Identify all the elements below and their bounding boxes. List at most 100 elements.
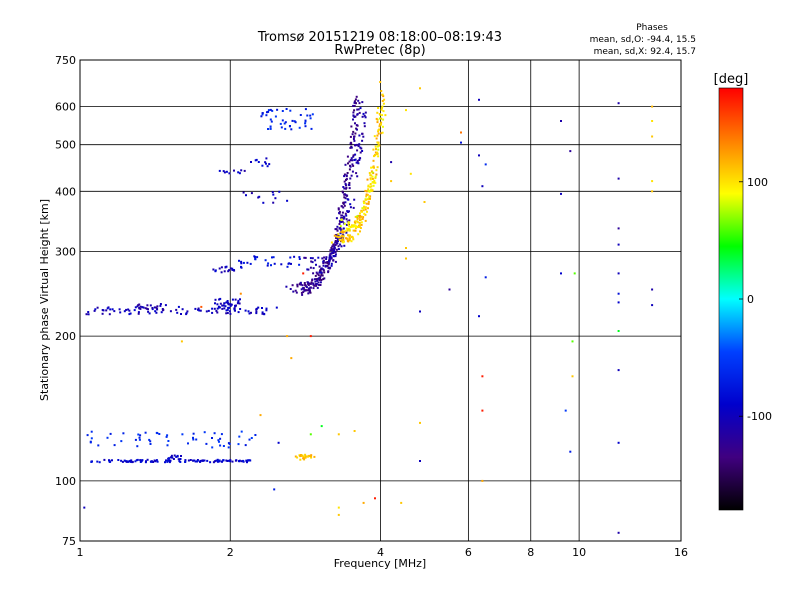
data-point <box>222 170 225 173</box>
data-point <box>312 287 315 290</box>
data-point <box>217 305 220 308</box>
data-point <box>317 281 320 284</box>
data-point <box>120 440 123 443</box>
data-point <box>120 459 123 462</box>
data-point <box>155 431 158 434</box>
data-point <box>231 268 234 271</box>
data-point <box>343 173 346 176</box>
data-point <box>352 229 355 232</box>
data-point <box>373 179 376 182</box>
y-tick-label: 600 <box>55 101 76 114</box>
data-point <box>242 261 245 264</box>
data-point <box>306 281 309 284</box>
data-point <box>651 190 654 193</box>
data-point <box>103 458 106 461</box>
data-point <box>343 193 346 196</box>
data-point <box>374 176 377 179</box>
data-point <box>292 290 295 293</box>
data-point <box>347 228 349 231</box>
data-point <box>345 223 348 226</box>
data-point <box>380 108 383 111</box>
data-point <box>195 438 198 441</box>
data-point <box>189 459 192 461</box>
data-point <box>168 461 171 464</box>
data-point <box>303 458 306 461</box>
data-point <box>272 193 275 196</box>
data-point <box>350 146 353 149</box>
data-point <box>360 147 363 150</box>
x-axis-label: Frequency [MHz] <box>334 557 426 570</box>
data-point <box>617 441 620 444</box>
data-point <box>341 241 344 244</box>
data-point <box>122 432 125 435</box>
data-point <box>323 271 326 274</box>
data-point <box>350 174 353 177</box>
data-point <box>353 139 356 142</box>
data-point <box>108 313 111 316</box>
data-point <box>85 313 88 316</box>
data-point <box>405 257 407 260</box>
data-point <box>310 127 313 130</box>
data-point <box>149 443 152 445</box>
data-point <box>341 237 344 240</box>
data-point <box>187 442 189 445</box>
data-point <box>164 461 166 464</box>
data-point <box>373 155 375 158</box>
data-point <box>304 122 307 125</box>
data-point <box>271 109 274 112</box>
data-point <box>352 104 355 107</box>
data-point <box>344 193 347 196</box>
data-point <box>381 125 384 128</box>
data-point <box>299 281 302 284</box>
data-point <box>353 101 356 104</box>
data-point <box>184 460 187 463</box>
data-point <box>223 302 226 305</box>
data-point <box>148 438 151 441</box>
data-point <box>141 306 144 309</box>
data-point <box>348 228 351 231</box>
y-tick-label: 300 <box>55 245 76 258</box>
data-point <box>349 146 352 149</box>
data-point <box>203 431 206 434</box>
data-point <box>345 214 348 217</box>
data-point <box>377 130 380 133</box>
data-point <box>139 459 142 462</box>
data-point <box>350 125 353 128</box>
data-point <box>321 274 324 277</box>
data-point <box>329 249 332 252</box>
data-point <box>124 460 127 463</box>
data-point <box>349 206 352 209</box>
data-point <box>128 460 131 463</box>
data-point <box>325 256 328 259</box>
data-point <box>198 309 201 312</box>
data-point <box>363 125 366 128</box>
data-point <box>335 237 338 239</box>
data-point <box>326 261 329 264</box>
plot-frame <box>79 59 682 542</box>
colorbar-tick-label: 100 <box>747 176 768 189</box>
data-point <box>246 461 248 464</box>
data-point <box>353 104 356 107</box>
data-point <box>155 311 158 314</box>
data-point <box>336 225 339 228</box>
data-point <box>270 120 273 123</box>
data-point <box>365 195 368 198</box>
data-point <box>349 159 352 162</box>
data-point <box>347 198 350 201</box>
data-point <box>383 98 386 101</box>
data-point <box>253 255 256 258</box>
data-point <box>211 437 213 439</box>
data-point <box>651 135 654 138</box>
data-point <box>138 438 141 441</box>
data-point <box>354 225 357 227</box>
data-point <box>273 488 276 491</box>
data-point <box>322 262 325 265</box>
data-point <box>356 220 359 223</box>
data-point <box>364 198 367 201</box>
data-point <box>217 439 220 442</box>
data-point <box>290 357 293 360</box>
data-point <box>481 375 484 378</box>
data-point <box>651 180 654 183</box>
data-point <box>213 432 216 435</box>
data-point <box>319 278 322 281</box>
